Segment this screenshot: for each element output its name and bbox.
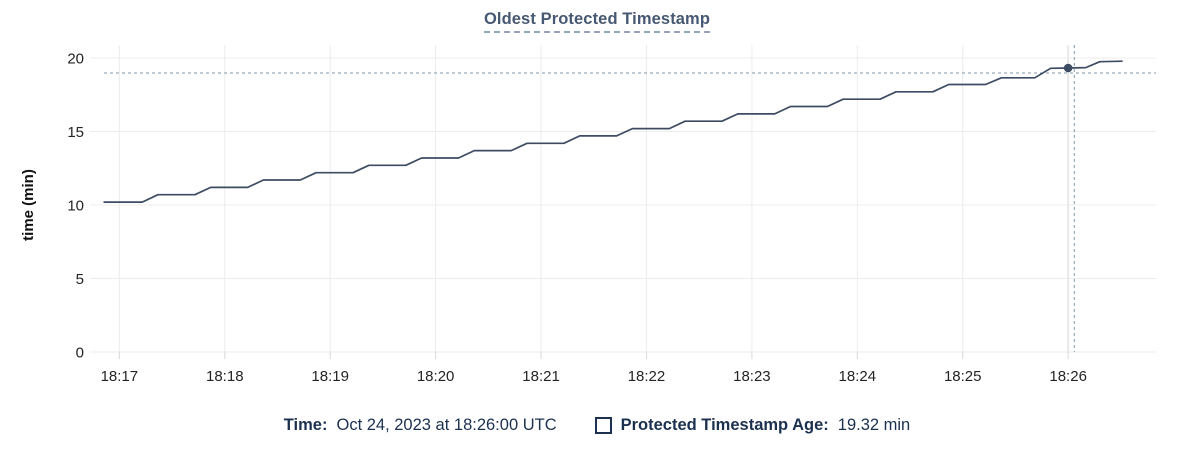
x-tick-label: 18:17 (101, 368, 139, 385)
y-axis-title: time (min) (20, 169, 37, 241)
x-tick-label: 18:25 (944, 368, 982, 385)
x-tick-label: 18:20 (417, 368, 455, 385)
x-tick-label: 18:23 (733, 368, 771, 385)
x-tick-label: 18:21 (522, 368, 560, 385)
legend-time-value: Oct 24, 2023 at 18:26:00 UTC (336, 416, 557, 434)
series-visibility-checkbox[interactable] (594, 417, 612, 434)
x-tick-label: 18:26 (1049, 368, 1087, 385)
y-tick-label: 20 (67, 51, 84, 68)
x-tick-label: 18:22 (628, 368, 666, 385)
cursor-data-point (1063, 63, 1073, 73)
y-tick-label: 5 (76, 271, 84, 288)
legend-series-toggle[interactable]: Protected Timestamp Age: 19.32 min (594, 416, 911, 435)
chart-header: Oldest Protected Timestamp (0, 0, 1194, 40)
x-tick-label: 18:19 (311, 368, 349, 385)
y-tick-label: 15 (67, 124, 84, 141)
legend-time-label: Time: (283, 416, 328, 434)
series-line-protected-timestamp-age (103, 60, 1123, 203)
chart-legend: Time: Oct 24, 2023 at 18:26:00 UTC Prote… (0, 416, 1194, 435)
line-chart-plot-area[interactable]: 0 5 10 15 20 18:17 18:18 18:19 18:20 18:21 18:22 18… (0, 40, 1194, 398)
legend-series-value: 19.32 min (837, 416, 911, 434)
legend-series-label: Protected Timestamp Age: (620, 416, 829, 434)
chart-title[interactable]: Oldest Protected Timestamp (483, 10, 711, 33)
x-tick-label: 18:24 (839, 368, 877, 385)
x-tick-label: 18:18 (206, 368, 244, 385)
y-tick-label: 10 (67, 198, 84, 215)
y-tick-label: 0 (76, 345, 84, 362)
